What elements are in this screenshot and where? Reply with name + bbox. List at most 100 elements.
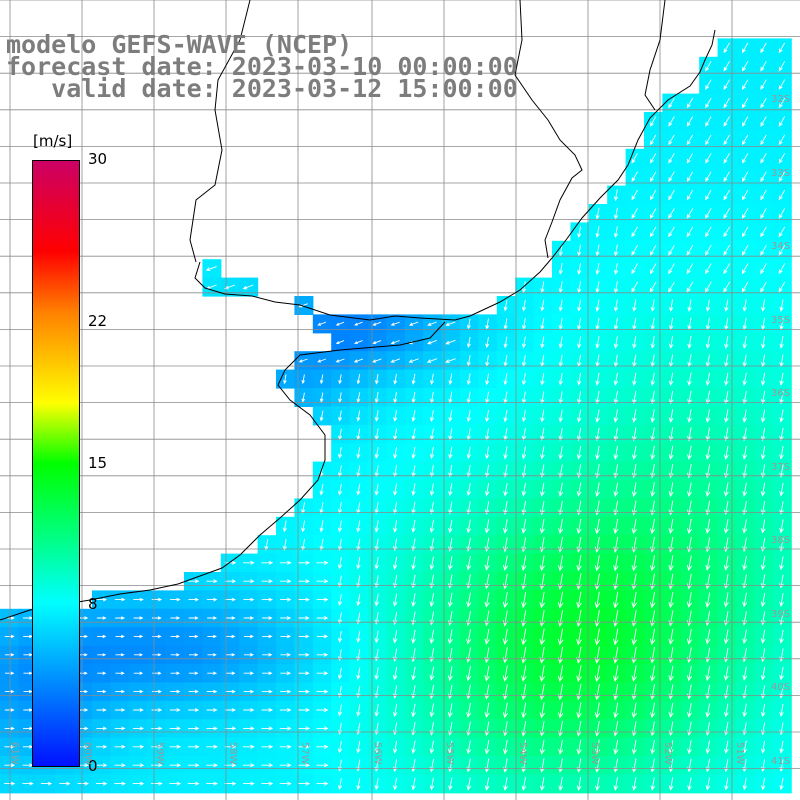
wind-arrow	[466, 336, 471, 349]
wind-arrow	[319, 502, 324, 515]
wind-arrow	[356, 741, 361, 754]
wind-arrow	[705, 482, 711, 498]
wind-arrow	[521, 336, 527, 349]
wind-arrow	[356, 502, 361, 515]
wind-arrow	[741, 134, 749, 146]
wind-arrow	[778, 171, 786, 182]
wind-arrow	[613, 464, 619, 479]
wind-arrow	[576, 518, 582, 535]
wind-arrow	[705, 244, 712, 256]
wind-arrow	[96, 763, 108, 768]
wind-arrow	[374, 667, 379, 681]
wind-arrow	[778, 134, 786, 146]
wind-arrow	[631, 244, 638, 256]
wind-arrow	[169, 763, 182, 768]
wind-arrow	[760, 153, 767, 164]
wind-arrow	[133, 597, 144, 602]
wind-arrow	[760, 703, 766, 718]
wind-arrow	[503, 739, 508, 755]
wind-arrow	[631, 281, 638, 293]
wind-arrow	[705, 372, 711, 386]
wind-arrow	[374, 520, 379, 533]
wind-arrow	[760, 116, 767, 127]
wind-arrow	[595, 299, 600, 312]
wind-arrow	[576, 739, 582, 755]
wind-arrow	[613, 591, 619, 609]
wind-arrow	[23, 689, 33, 694]
wind-arrow	[723, 79, 730, 91]
wind-arrow	[576, 683, 582, 701]
wind-arrow	[356, 575, 361, 588]
wind-arrow	[224, 284, 236, 290]
wind-arrow	[411, 520, 416, 533]
wind-arrow	[316, 763, 329, 768]
wind-arrow	[335, 321, 345, 326]
wind-arrow	[225, 616, 236, 620]
wind-arrow	[594, 518, 601, 535]
wind-arrow	[298, 726, 311, 731]
wind-arrow	[225, 689, 236, 694]
wind-arrow	[188, 579, 200, 584]
wind-arrow	[279, 781, 292, 786]
wind-arrow	[742, 372, 747, 386]
wind-arrow	[760, 372, 766, 386]
wind-arrow	[742, 629, 748, 645]
wind-arrow	[557, 555, 564, 572]
wind-arrow	[558, 409, 563, 423]
wind-arrow	[337, 447, 343, 459]
wind-arrow	[760, 134, 767, 146]
wind-arrow	[356, 777, 361, 791]
wind-arrow	[132, 763, 145, 768]
wind-arrow	[316, 560, 329, 565]
wind-arrow	[705, 409, 711, 423]
wind-arrow	[115, 616, 126, 620]
wind-arrow	[650, 372, 656, 386]
wind-arrow	[778, 263, 786, 275]
wind-arrow	[649, 591, 656, 609]
wind-arrow	[723, 703, 729, 718]
wind-arrow	[448, 483, 453, 497]
wind-arrow	[114, 726, 126, 731]
wind-arrow	[668, 134, 675, 146]
wind-arrow	[539, 555, 545, 572]
wind-arrow	[742, 464, 748, 479]
wind-arrow	[594, 739, 601, 755]
wind-arrow	[668, 702, 674, 719]
wind-arrow	[301, 520, 306, 533]
wind-arrow	[466, 592, 472, 608]
wind-arrow	[207, 616, 218, 620]
wind-arrow	[741, 79, 749, 91]
wind-arrow	[631, 628, 638, 646]
wind-arrow	[319, 374, 324, 385]
wind-arrow	[724, 390, 729, 405]
wind-arrow	[338, 410, 342, 422]
wind-arrow	[761, 777, 766, 791]
wind-arrow	[595, 409, 600, 423]
wind-arrow	[466, 519, 472, 534]
longitude-label: 57W	[299, 742, 310, 765]
wind-arrow	[613, 482, 619, 498]
model-title: modelo GEFS-WAVE (NCEP)	[6, 30, 353, 59]
wind-arrow	[429, 501, 435, 515]
wind-arrow	[650, 299, 655, 312]
wind-arrow	[170, 671, 181, 675]
wind-arrow	[374, 740, 379, 754]
wind-arrow	[521, 591, 527, 609]
wind-arrow	[78, 634, 89, 639]
wind-arrow	[760, 281, 767, 293]
wind-arrow	[447, 629, 453, 645]
wind-arrow	[96, 726, 108, 731]
wind-arrow	[429, 410, 435, 423]
wind-arrow	[760, 263, 767, 275]
wind-arrow	[705, 445, 711, 460]
wind-arrow	[723, 153, 730, 164]
longitude-label: 56W	[371, 742, 383, 765]
wind-arrow	[632, 299, 637, 312]
wind-arrow	[4, 634, 15, 639]
wind-arrow	[558, 373, 563, 386]
wind-arrow	[668, 445, 674, 461]
wind-arrow	[151, 689, 162, 694]
wind-arrow	[668, 665, 674, 682]
